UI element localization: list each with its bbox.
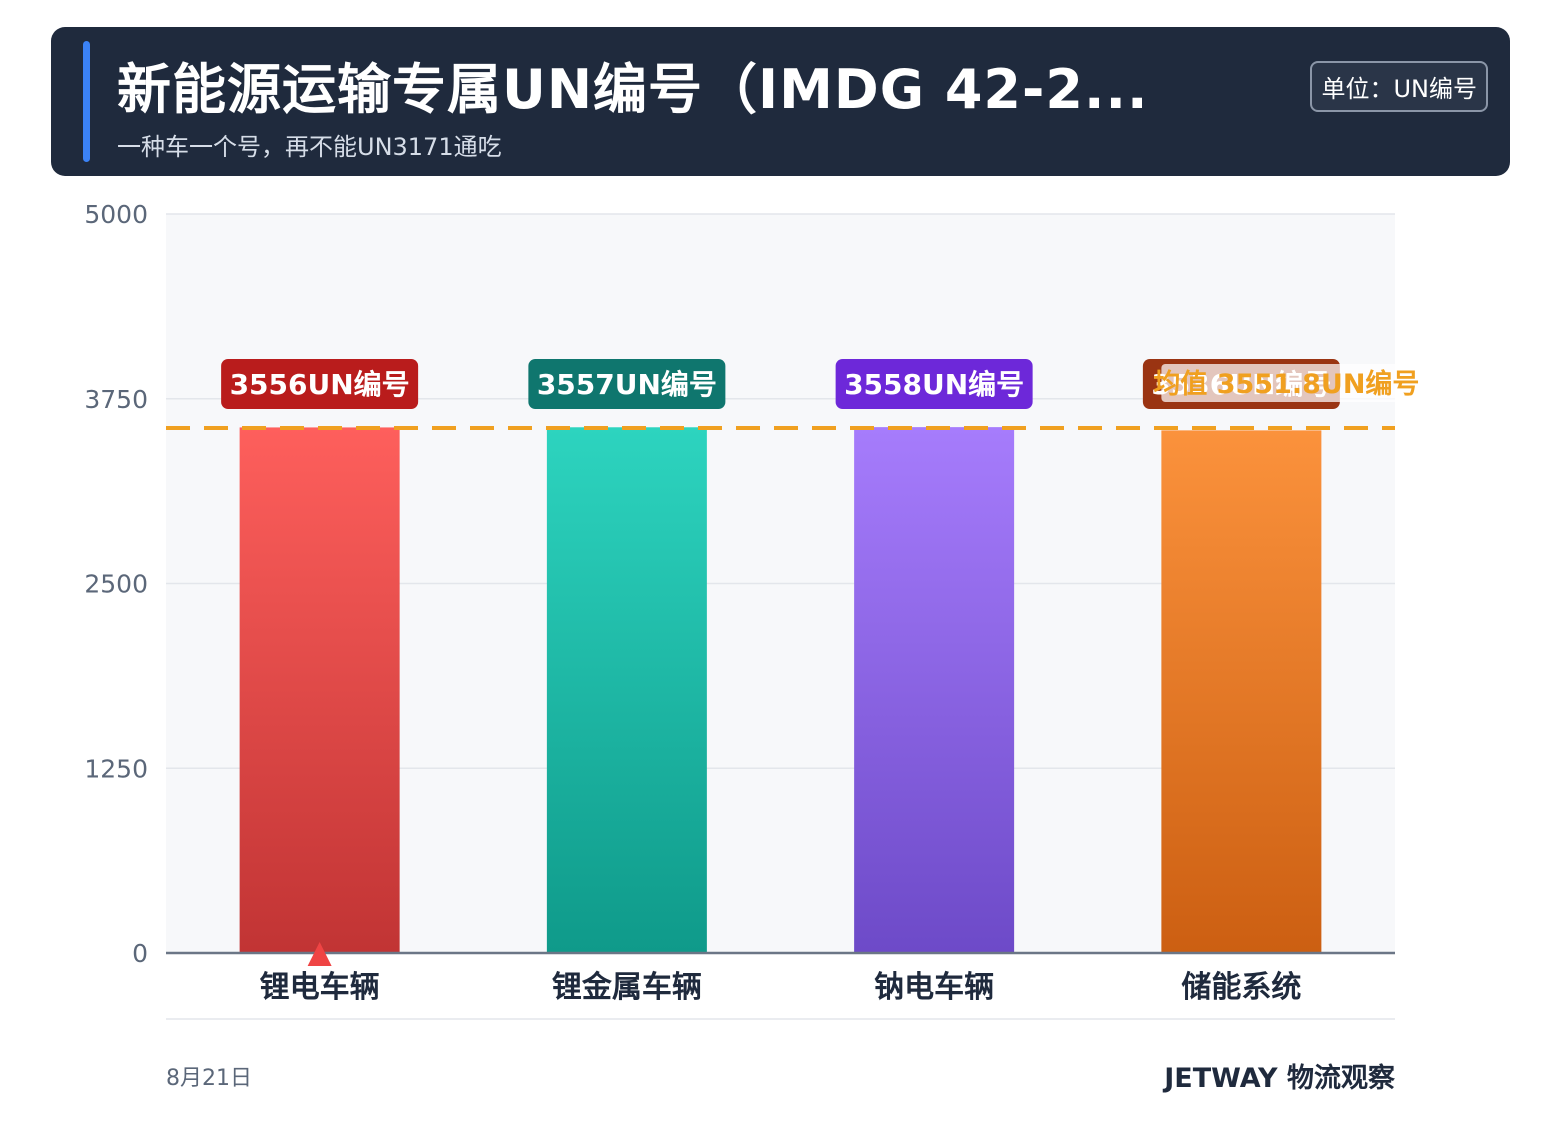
bar — [239, 427, 400, 953]
footer-date: 8月21日 — [166, 1066, 252, 1091]
x-category-label: 储能系统 — [1181, 970, 1301, 1005]
bar-value-label: 3556UN编号 — [230, 368, 410, 401]
x-category-label: 锂金属车辆 — [552, 970, 702, 1005]
y-tick-label: 0 — [132, 939, 148, 968]
y-tick-label: 3750 — [84, 385, 148, 414]
footer-brand: JETWAY 物流观察 — [1164, 1063, 1395, 1094]
bar — [854, 427, 1015, 954]
bar-value-label-bg — [528, 359, 726, 409]
chart-subtitle: 一种车一个号，再不能UN3171通吃 — [117, 133, 502, 161]
bar-value-label: 3557UN编号 — [537, 368, 717, 401]
bar-value-label-bg — [835, 359, 1033, 409]
average-label-bg — [1161, 364, 1412, 402]
bar — [1161, 430, 1322, 953]
x-category-label: 锂电车辆 — [260, 970, 380, 1005]
bar — [546, 427, 707, 953]
marker-triangle — [307, 942, 332, 966]
y-tick-label: 2500 — [84, 570, 148, 599]
y-tick-label: 5000 — [84, 200, 148, 229]
x-category-label: 钠电车辆 — [874, 970, 994, 1005]
bar-value-label: 3558UN编号 — [844, 368, 1024, 401]
unit-badge: 单位：UN编号 — [1310, 61, 1488, 112]
chart-header: 新能源运输专属UN编号（IMDG 42-2... 一种车一个号，再不能UN317… — [51, 27, 1510, 176]
chart-title: 新能源运输专属UN编号（IMDG 42-2... — [117, 58, 1149, 121]
bar-value-label-bg — [221, 359, 419, 409]
y-tick-label: 1250 — [84, 754, 148, 783]
average-label: 均值 3551.8UN编号 — [1153, 368, 1419, 400]
header-accent-bar — [83, 41, 90, 162]
